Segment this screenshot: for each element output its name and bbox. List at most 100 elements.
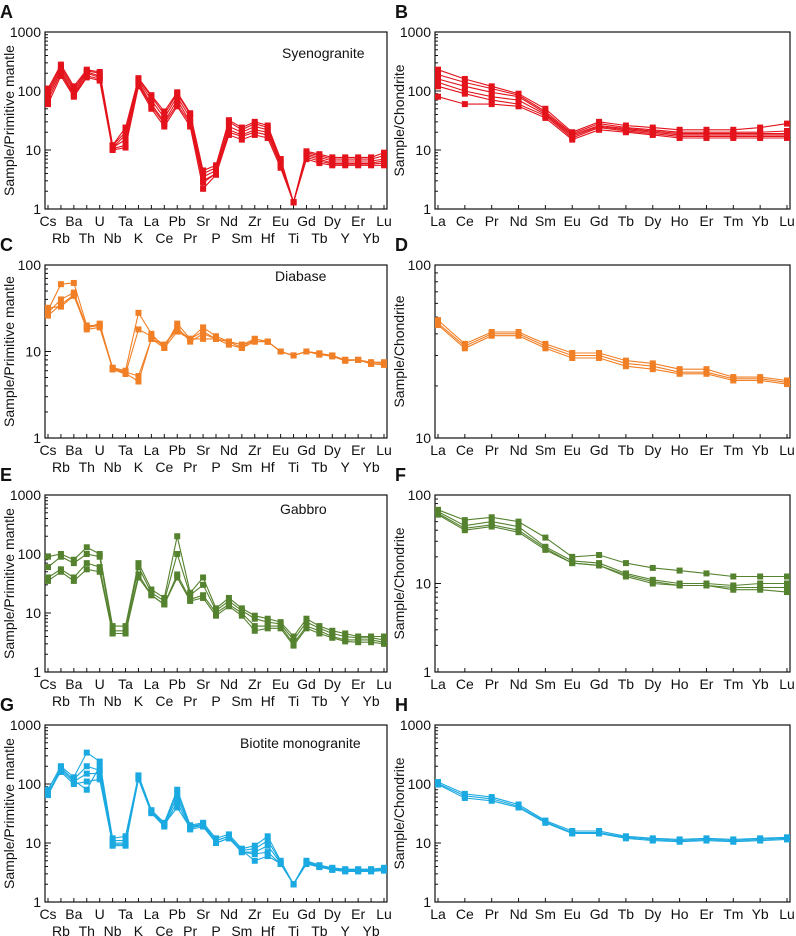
x-tick-label: Tb — [311, 459, 328, 475]
x-tick-label: Sm — [535, 676, 556, 692]
x-tick-label: Sr — [196, 906, 210, 922]
data-point-yb — [368, 867, 375, 874]
series-s4 — [435, 79, 790, 140]
data-point-ce — [461, 527, 468, 534]
series-line — [437, 514, 788, 593]
x-tick-label: Sr — [196, 213, 210, 229]
x-tick-label: Dy — [644, 442, 661, 458]
data-point-ce — [161, 114, 168, 121]
data-point-hf — [264, 338, 271, 345]
data-point-la — [435, 66, 441, 73]
series-s1 — [435, 66, 790, 136]
data-point-u — [96, 77, 103, 84]
data-point-gd — [596, 355, 603, 362]
data-point-gd — [303, 348, 310, 355]
data-point-sr — [200, 330, 207, 337]
data-point-ti — [290, 636, 297, 643]
data-point-hf — [264, 131, 271, 138]
data-point-pb — [174, 551, 181, 557]
data-point-yb — [757, 837, 764, 844]
y-tick-label: 1 — [33, 894, 41, 910]
plot-frame — [434, 494, 791, 673]
data-point-cs — [45, 574, 51, 581]
data-point-rb — [57, 61, 64, 68]
data-point-k — [135, 373, 142, 380]
x-tick-label: Pb — [169, 676, 186, 692]
series-line — [437, 512, 787, 589]
plot-frame — [44, 494, 388, 673]
data-point-dy — [329, 866, 336, 873]
series-line — [437, 85, 787, 139]
data-point-la — [435, 79, 441, 86]
data-point-tb — [622, 560, 629, 567]
data-point-hf — [264, 122, 271, 129]
data-point-tb — [622, 573, 629, 580]
x-tick-label: Nb — [104, 693, 122, 709]
x-tick-label: Tm — [723, 676, 743, 692]
plot-frame — [44, 724, 388, 903]
data-point-sm — [542, 345, 549, 352]
x-tick-label: Nd — [220, 906, 238, 922]
data-point-sr — [200, 820, 207, 827]
x-tick-label: Y — [341, 230, 351, 246]
x-tick-label: Rb — [52, 459, 70, 475]
data-point-sm — [542, 819, 549, 826]
data-point-nd — [225, 131, 232, 138]
data-point-er — [355, 162, 362, 169]
x-tick-label: Yb — [363, 693, 380, 709]
x-tick-label: Lu — [376, 906, 392, 922]
x-tick-label: Ba — [65, 906, 82, 922]
y-tick-label: 100 — [408, 776, 432, 792]
data-point-sr — [200, 574, 207, 581]
x-tick-label: Yb — [363, 230, 380, 246]
y-tick-label: 100 — [18, 776, 42, 792]
x-tick-label: Hf — [261, 923, 275, 936]
data-point-zr — [251, 623, 258, 630]
data-point-ta — [122, 630, 129, 637]
data-point-cs — [45, 97, 51, 104]
series-line — [47, 63, 385, 205]
data-point-pb — [174, 794, 181, 801]
x-tick-label: Zr — [248, 213, 262, 229]
x-tick-label: P — [211, 693, 220, 709]
series-s4 — [435, 511, 790, 596]
x-tick-label: Er — [351, 213, 365, 229]
x-tick-label: Ce — [456, 906, 474, 922]
x-tick-label: K — [134, 923, 144, 936]
data-point-gd — [596, 551, 603, 558]
data-point-y — [342, 867, 349, 874]
data-point-u — [96, 568, 103, 575]
data-point-cs — [45, 577, 51, 584]
data-point-tb — [622, 835, 629, 842]
data-point-pb — [174, 97, 181, 104]
data-point-pr — [488, 332, 495, 339]
data-point-pb — [174, 574, 181, 581]
data-point-yb — [757, 134, 764, 141]
data-point-er — [355, 639, 362, 646]
x-tick-label: Tb — [311, 923, 328, 936]
plot-frame — [44, 264, 388, 439]
x-tick-label: Lu — [779, 906, 795, 922]
data-point-zr — [251, 845, 258, 852]
data-point-lu — [784, 584, 790, 591]
data-point-u — [96, 324, 103, 331]
x-tick-label: Tb — [618, 906, 635, 922]
x-tick-label: Yb — [752, 442, 769, 458]
data-point-nb — [109, 842, 116, 849]
data-point-u — [96, 68, 103, 75]
data-point-ce — [461, 90, 468, 97]
x-tick-label: Ce — [155, 923, 173, 936]
x-tick-label: Y — [341, 693, 351, 709]
x-tick-label: Lu — [376, 213, 392, 229]
x-tick-label: Pr — [183, 923, 197, 936]
data-point-zr — [251, 851, 258, 858]
data-point-p — [213, 612, 219, 619]
x-tick-label: Ce — [155, 693, 173, 709]
data-point-hf — [264, 849, 271, 856]
data-point-cs — [45, 790, 51, 797]
data-point-nd — [225, 338, 232, 345]
data-point-pb — [174, 790, 181, 797]
x-tick-label: Dy — [644, 906, 661, 922]
data-point-hf — [264, 134, 271, 141]
data-point-k — [135, 75, 142, 82]
